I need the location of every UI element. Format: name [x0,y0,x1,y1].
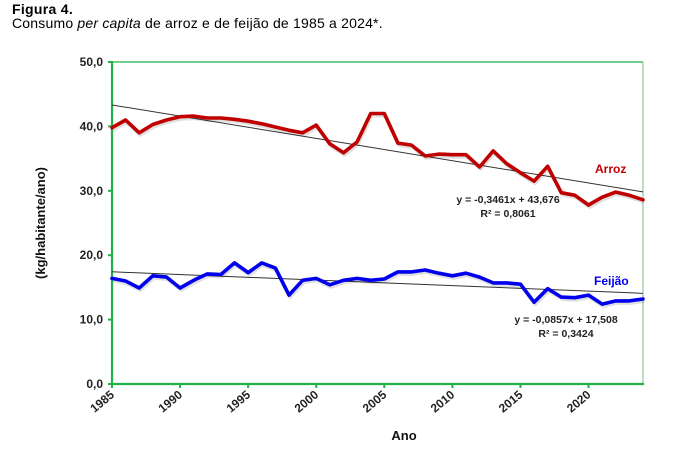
x-tick-label: 2020 [564,387,594,415]
figure-caption: Consumo per capita de arroz e de feijão … [12,15,383,31]
trend-r2-arroz: R² = 0,8061 [480,208,535,220]
y-tick-label: 10,0 [80,313,104,327]
x-axis-ticks: 1985 1990 1995 2000 2005 2010 2015 2020 [87,384,594,415]
x-tick-label: 2000 [292,387,322,415]
series-shadow [112,262,645,309]
x-tick-label: 1985 [87,387,117,415]
x-tick-label: 2010 [428,387,458,415]
trend-r2-feijao: R² = 0,3424 [538,328,593,340]
caption-italic: per capita [77,15,141,31]
y-tick-label: 30,0 [80,184,104,198]
series-lines [110,111,645,309]
caption-prefix: Consumo [12,15,78,31]
series-line-feijao [110,261,645,306]
y-tick-label: 0,0 [86,377,103,391]
x-tick-label: 1995 [224,387,254,415]
series-label-feijao: Feijão [594,274,629,288]
x-tick-label: 2015 [496,387,526,415]
figure-label: Figura 4. [12,1,74,17]
y-tick-label: 50,0 [80,55,104,69]
y-tick-label: 40,0 [80,119,104,133]
x-tick-label: 2005 [360,387,390,415]
plot-frame [110,61,644,386]
trendlines [111,104,644,294]
caption-suffix: de arroz e de feijão de 1985 a 2024*. [140,15,383,31]
y-tick-label: 20,0 [80,248,104,262]
trend-equation-feijao: y = -0,0857x + 17,508 [514,314,617,326]
series-label-arroz: Arroz [595,162,626,176]
x-axis-title: Ano [391,428,416,443]
y-axis-title: (kg/habitante/ano) [33,167,48,279]
y-axis-ticks: 0,0 10,0 20,0 30,0 40,0 50,0 [80,55,112,391]
trend-equation-arroz: y = -0,3461x + 43,676 [456,194,559,206]
x-tick-label: 1990 [156,387,186,415]
series-line-arroz [110,111,645,207]
